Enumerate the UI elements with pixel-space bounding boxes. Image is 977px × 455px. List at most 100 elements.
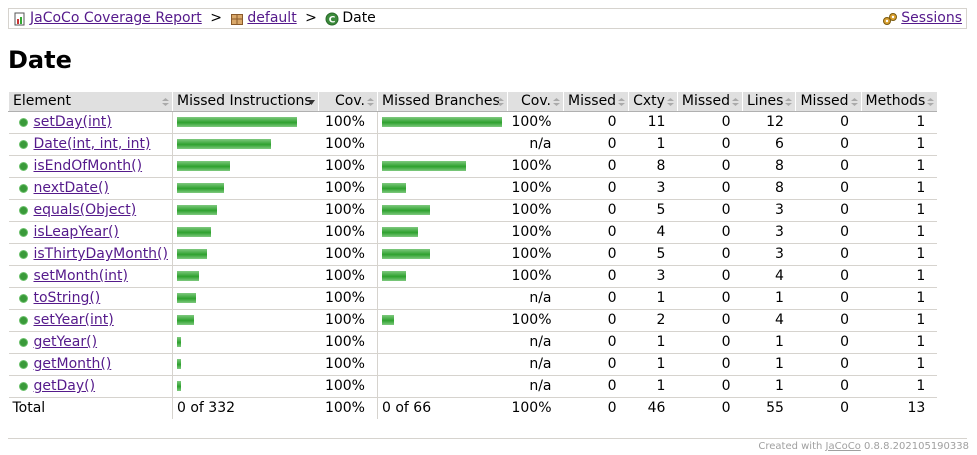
method-link[interactable]: getDay()	[33, 378, 96, 394]
missed-lines-cell: 0	[677, 243, 743, 266]
col-header-lines[interactable]: Lines	[741, 92, 796, 112]
missed-instructions-cell	[171, 309, 319, 332]
methods-cell: 1	[861, 353, 938, 376]
breadcrumb-separator: >	[305, 10, 317, 26]
total-instr-cov: 100%	[324, 400, 365, 416]
footer: Created with JaCoCo 0.8.8.202105190338	[758, 441, 969, 452]
col-header-methods[interactable]: Methods	[860, 92, 938, 112]
sort-icon	[666, 98, 674, 106]
branch-cov-cell: 100%	[507, 243, 564, 266]
total-missed-methods: 0	[840, 400, 850, 416]
table-row: nextDate() 100% 100% 0 3 0 8 0 1	[8, 177, 938, 200]
instructions-coverage-bar	[176, 117, 297, 127]
lines-cell: 12	[742, 111, 796, 134]
breadcrumb-separator: >	[210, 10, 222, 26]
missed-instructions-cell	[171, 111, 319, 134]
methods-cell: 1	[861, 133, 938, 156]
total-label: Total	[12, 400, 46, 416]
jacoco-link[interactable]: JaCoCo	[825, 441, 861, 452]
missed-cxty-cell: 0	[563, 155, 629, 178]
missed-instructions-cell	[171, 155, 319, 178]
methods-cell: 1	[861, 199, 938, 222]
cxty-cell: 4	[628, 221, 678, 244]
instructions-coverage-bar	[176, 293, 196, 303]
method-link[interactable]: toString()	[33, 290, 101, 306]
instructions-coverage-bar	[176, 271, 199, 281]
branches-coverage-bar	[381, 117, 502, 127]
instructions-coverage-bar	[176, 337, 181, 347]
instr-cov-cell: 100%	[318, 133, 378, 156]
methods-cell: 1	[861, 331, 938, 354]
sessions-link[interactable]: Sessions	[901, 10, 962, 26]
missed-lines-cell: 0	[677, 265, 743, 288]
missed-branches-cell	[376, 265, 508, 288]
method-link[interactable]: getMonth()	[33, 356, 112, 372]
method-link[interactable]: equals(Object)	[33, 202, 137, 218]
package-link[interactable]: default	[247, 10, 297, 26]
element-cell: isThirtyDayMonth()	[8, 243, 173, 266]
missed-cxty-cell: 0	[563, 177, 629, 200]
method-icon	[18, 162, 28, 171]
missed-branches-cell	[376, 287, 508, 310]
missed-instructions-cell	[171, 243, 319, 266]
footer-divider	[8, 438, 967, 439]
cxty-cell: 3	[628, 177, 678, 200]
missed-methods-cell: 0	[795, 287, 862, 310]
report-link[interactable]: JaCoCo Coverage Report	[30, 10, 202, 26]
element-cell: isLeapYear()	[8, 221, 173, 244]
method-link[interactable]: setYear(int)	[33, 312, 114, 328]
method-link[interactable]: isEndOfMonth()	[33, 158, 143, 174]
col-header-missed-methods[interactable]: Missed	[795, 92, 862, 112]
missed-cxty-cell: 0	[563, 199, 629, 222]
sort-icon	[731, 98, 739, 106]
method-link[interactable]: Date(int, int, int)	[33, 136, 151, 152]
col-header-missed-instructions[interactable]: Missed Instructions	[171, 92, 319, 112]
col-header-missed-branches[interactable]: Missed Branches	[376, 92, 508, 112]
instructions-coverage-bar	[176, 161, 230, 171]
cxty-cell: 1	[628, 331, 678, 354]
cxty-cell: 1	[628, 133, 678, 156]
method-icon	[18, 338, 28, 347]
method-link[interactable]: setDay(int)	[33, 114, 112, 130]
element-cell: getYear()	[8, 331, 173, 354]
package-icon	[231, 13, 244, 25]
element-cell: toString()	[8, 287, 173, 310]
col-header-branch-cov[interactable]: Cov.	[506, 92, 564, 112]
sort-icon	[553, 98, 561, 106]
col-header-cxty[interactable]: Cxty	[628, 92, 678, 112]
missed-lines-cell: 0	[677, 155, 743, 178]
lines-cell: 3	[742, 243, 796, 266]
col-header-element[interactable]: Element	[8, 92, 173, 112]
missed-branches-cell	[376, 111, 508, 134]
missed-lines-cell: 0	[677, 353, 743, 376]
breadcrumb-current: Date	[342, 10, 376, 26]
table-row: setDay(int) 100% 100% 0 11 0 12 0 1	[8, 111, 938, 134]
methods-cell: 1	[861, 221, 938, 244]
total-branch-cov: 100%	[511, 400, 552, 416]
instr-cov-cell: 100%	[318, 177, 378, 200]
methods-cell: 1	[861, 155, 938, 178]
branch-cov-cell: 100%	[507, 221, 564, 244]
col-header-missed-cxty[interactable]: Missed	[563, 92, 629, 112]
method-link[interactable]: getYear()	[33, 334, 98, 350]
missed-cxty-cell: 0	[563, 309, 629, 332]
cxty-cell: 1	[628, 375, 678, 398]
instr-cov-cell: 100%	[318, 243, 378, 266]
col-header-instr-cov[interactable]: Cov.	[317, 92, 378, 112]
instr-cov-cell: 100%	[318, 287, 378, 310]
lines-cell: 6	[742, 133, 796, 156]
col-header-missed-lines[interactable]: Missed	[676, 92, 743, 112]
methods-cell: 1	[861, 287, 938, 310]
sessions-link-wrap[interactable]: Sessions	[882, 9, 962, 28]
method-link[interactable]: isLeapYear()	[33, 224, 119, 240]
missed-methods-cell: 0	[795, 331, 862, 354]
missed-instructions-cell	[171, 265, 319, 288]
missed-methods-cell: 0	[795, 353, 862, 376]
page-title: Date	[8, 46, 72, 74]
sort-icon	[850, 98, 858, 106]
method-link[interactable]: isThirtyDayMonth()	[33, 246, 168, 262]
footer-prefix: Created with	[758, 441, 823, 452]
branch-cov-cell: n/a	[507, 375, 564, 398]
method-link[interactable]: setMonth(int)	[33, 268, 128, 284]
method-link[interactable]: nextDate()	[33, 180, 109, 196]
